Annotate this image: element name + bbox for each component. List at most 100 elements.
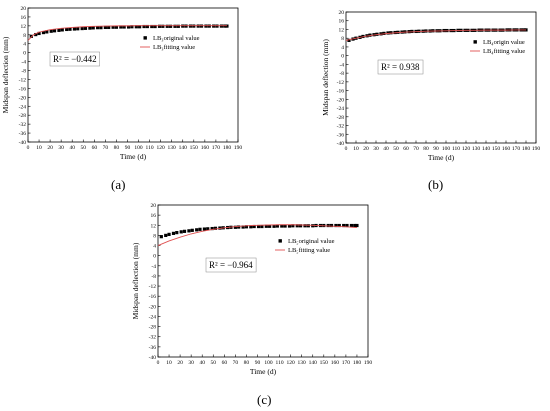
data-point <box>45 30 49 34</box>
x-tick-label: 10 <box>166 360 172 366</box>
data-point <box>83 26 88 30</box>
x-tick-label: 20 <box>363 146 369 152</box>
legend-point-swatch <box>473 40 477 44</box>
y-tick-label: -40 <box>19 140 27 146</box>
data-point <box>52 29 57 33</box>
y-tick-label: 12 <box>21 24 27 30</box>
y-tick-label: -40 <box>337 141 345 147</box>
data-point <box>275 224 279 228</box>
legend-label: LB₄origin value <box>483 39 525 46</box>
data-point <box>72 27 77 31</box>
x-tick-label: 140 <box>482 146 491 152</box>
data-point <box>168 24 173 28</box>
y-tick-label: -12 <box>149 284 157 290</box>
annotation-box <box>377 59 424 75</box>
data-point <box>138 25 142 29</box>
y-tick-label: -24 <box>337 106 345 112</box>
y-tick-label: -28 <box>149 325 157 331</box>
data-point <box>165 24 169 28</box>
data-point <box>41 30 46 35</box>
data-point <box>114 25 119 29</box>
y-tick-label: 4 <box>153 244 156 250</box>
x-tick-label: 10 <box>353 146 359 152</box>
plot-frame <box>157 204 369 358</box>
x-tick-label: 40 <box>69 145 75 151</box>
x-tick-label: 110 <box>276 360 284 366</box>
data-point <box>206 227 210 231</box>
x-tick-label: 160 <box>331 360 340 366</box>
data-point <box>134 25 138 29</box>
x-tick-label: 130 <box>168 145 177 151</box>
data-point <box>103 25 107 30</box>
x-tick-label: 60 <box>222 360 228 366</box>
x-tick-label: 150 <box>190 145 199 151</box>
data-point <box>49 29 53 33</box>
x-tick-label: 130 <box>298 360 307 366</box>
y-tick-label: -12 <box>337 80 345 86</box>
x-tick-label: 110 <box>452 146 460 152</box>
y-axis-title: Midspan deflection (mm) <box>1 36 10 113</box>
y-tick-label: -28 <box>19 113 27 119</box>
chart-a: 20 16 12 8 4 0 -4 -8 -12 -16 -20 -24 -28 -32 -36 -40 0 10… <box>0 0 275 165</box>
data-point <box>173 24 177 28</box>
data-point <box>34 32 38 37</box>
x-tick-label: 170 <box>512 146 521 152</box>
x-tick-label: 90 <box>125 145 131 151</box>
data-point <box>175 231 179 235</box>
data-point <box>60 28 64 32</box>
data-point <box>311 224 315 228</box>
legend-label: LB₃fitting value <box>153 44 195 51</box>
data-point <box>213 226 218 230</box>
x-tick-label: 150 <box>320 360 329 366</box>
data-point <box>386 31 390 35</box>
data-point <box>122 25 126 29</box>
y-tick-label: -20 <box>19 95 27 101</box>
x-tick-label: 100 <box>134 145 143 151</box>
x-tick-label: 90 <box>255 360 261 366</box>
fitting-curve <box>27 25 227 41</box>
x-tick-label: 30 <box>188 360 194 366</box>
x-tick-label: 30 <box>58 145 64 151</box>
x-tick-label: 50 <box>211 360 217 366</box>
y-tick-label: -20 <box>149 304 157 310</box>
x-tick-label: 90 <box>433 146 439 152</box>
data-point <box>142 24 146 29</box>
x-tick-label: 120 <box>287 360 296 366</box>
x-tick-label: 160 <box>502 146 511 152</box>
r-squared-annotation: R² = −0.964 <box>209 260 253 270</box>
y-tick-label: -36 <box>149 345 157 351</box>
y-tick-label: -16 <box>19 86 27 92</box>
x-tick-label: 40 <box>383 146 389 152</box>
data-point <box>111 25 115 29</box>
x-axis-title: Time (d) <box>120 152 147 161</box>
y-tick-label: 20 <box>151 203 157 209</box>
x-tick-label: 40 <box>199 360 205 366</box>
annotation-box <box>205 257 257 273</box>
plot-frame <box>27 7 239 143</box>
data-point <box>268 224 272 228</box>
data-point <box>337 223 341 228</box>
data-point <box>57 28 61 32</box>
x-tick-label: 0 <box>345 146 348 152</box>
x-tick-label: 60 <box>403 146 409 152</box>
x-tick-label: 80 <box>114 145 120 151</box>
x-tick-label: 180 <box>353 360 362 366</box>
data-point <box>29 34 33 38</box>
data-point <box>187 229 191 233</box>
data-point <box>179 230 183 234</box>
data-point <box>256 224 261 229</box>
fitting-curve <box>157 224 357 246</box>
y-tick-label: -8 <box>21 69 26 75</box>
data-point <box>130 25 134 29</box>
data-point <box>145 24 149 29</box>
data-point <box>329 223 334 228</box>
data-point <box>368 33 372 37</box>
data-point <box>353 223 357 228</box>
data-point <box>202 227 207 231</box>
data-point <box>176 24 180 28</box>
data-point <box>198 227 202 231</box>
legend-label: LB₅fitting value <box>288 247 330 254</box>
data-point <box>249 225 253 229</box>
data-point <box>298 224 303 228</box>
